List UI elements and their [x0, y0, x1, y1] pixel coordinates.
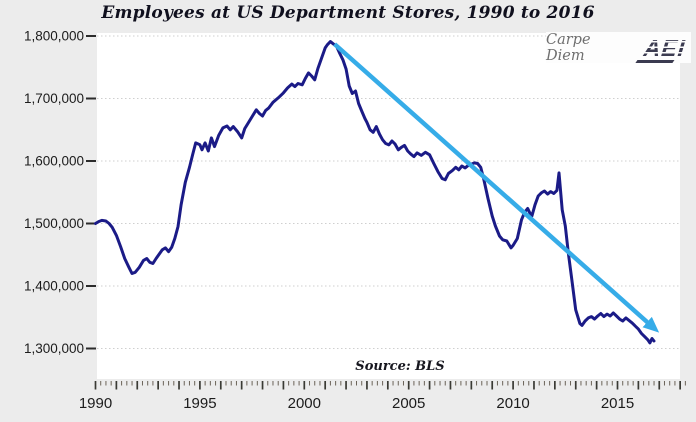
trend-arrow-line: [333, 42, 660, 333]
aei-logo: AEI: [642, 34, 687, 61]
x-tick-label: 1995: [183, 395, 216, 412]
x-tick-label: 2010: [496, 395, 529, 412]
x-tick-label: 2000: [288, 395, 321, 412]
y-tick-label: 1,600,000: [24, 154, 84, 169]
source-note: Source: BLS: [355, 359, 445, 374]
brand-box: Carpe Diem AEI: [546, 31, 691, 64]
x-tick-label: 2015: [601, 395, 634, 412]
x-tick-label: 2005: [392, 395, 425, 412]
y-tick-label: 1,700,000: [24, 91, 84, 106]
y-tick-label: 1,300,000: [24, 341, 84, 356]
y-tick-label: 1,400,000: [24, 279, 84, 294]
plot-area: [97, 33, 680, 379]
chart-title: Employees at US Department Stores, 1990 …: [101, 3, 595, 23]
y-tick-label: 1,500,000: [24, 216, 84, 231]
x-tick-label: 1990: [79, 395, 112, 412]
carpe-diem-text: Carpe Diem: [546, 31, 591, 64]
y-tick-label: 1,800,000: [24, 29, 84, 44]
